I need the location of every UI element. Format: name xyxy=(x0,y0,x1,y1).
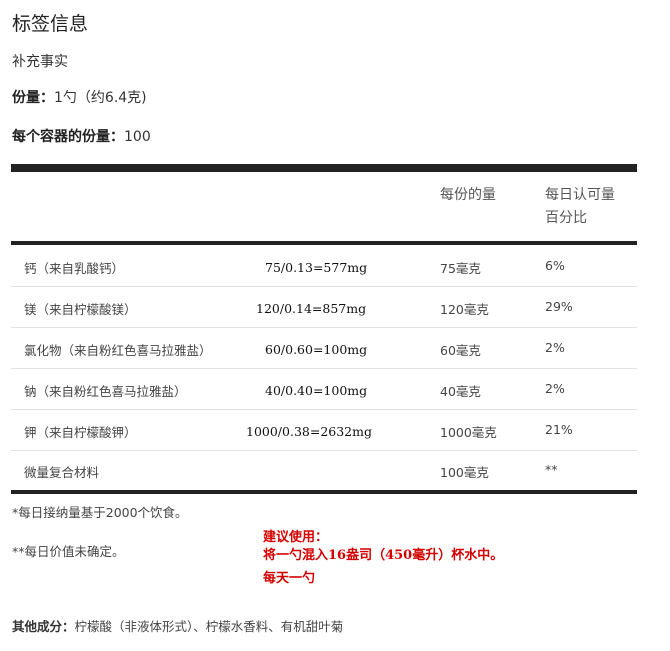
nutrient-amount: 60毫克 xyxy=(440,343,481,358)
servings-per-container: 每个容器的份量：100 xyxy=(12,126,151,146)
suggested-use-heading: 建议使用： xyxy=(263,530,329,545)
nutrient-calc-note: 75/0.13=577mg xyxy=(265,260,368,275)
other-ingredients: 其他成分：柠檬酸（非液体形式）、柠檬水香料、有机甜叶菊 xyxy=(12,616,343,635)
nutrient-daily-value: 29% xyxy=(545,299,573,314)
nutrient-amount: 120毫克 xyxy=(440,302,489,317)
top-thick-rule xyxy=(11,164,637,172)
nutrient-calc-note: 60/0.60=100mg xyxy=(265,342,368,357)
nutrient-daily-value: 2% xyxy=(545,340,565,355)
page-title: 标签信息 xyxy=(12,13,89,35)
row-divider xyxy=(11,286,637,287)
nutrient-daily-value: 21% xyxy=(545,422,573,437)
nutrient-name: 镁（来自柠檬酸镁） xyxy=(24,302,137,317)
column-header-amount: 每份的量 xyxy=(440,187,496,203)
nutrient-calc-note: 40/0.40=100mg xyxy=(265,383,368,398)
suggested-use-frequency: 每天一勺 xyxy=(263,571,316,586)
serving-size: 份量：1勺（约6.4克) xyxy=(12,87,147,107)
servings-per-container-value: 100 xyxy=(124,129,151,145)
row-divider xyxy=(11,450,637,451)
row-divider xyxy=(11,409,637,410)
nutrient-daily-value: ** xyxy=(545,462,558,477)
nutrient-daily-value: 2% xyxy=(545,381,565,396)
footnote-value-not-established: **每日价值未确定。 xyxy=(12,544,125,559)
nutrient-daily-value: 6% xyxy=(545,258,565,273)
nutrient-name: 氯化物（来自粉红色喜马拉雅盐） xyxy=(24,343,212,358)
nutrient-name: 微量复合材料 xyxy=(24,465,100,480)
nutrient-name: 钙（来自乳酸钙） xyxy=(24,261,125,276)
nutrient-name: 钠（来自粉红色喜马拉雅盐） xyxy=(24,384,187,399)
header-rule xyxy=(11,241,637,245)
row-divider xyxy=(11,368,637,369)
serving-size-label: 份量： xyxy=(12,90,54,106)
nutrient-amount: 1000毫克 xyxy=(440,425,497,440)
column-header-daily-value-line2: 百分比 xyxy=(545,210,587,226)
nutrient-amount: 100毫克 xyxy=(440,465,489,480)
other-ingredients-label: 其他成分： xyxy=(12,619,75,634)
bottom-rule xyxy=(11,490,637,494)
row-divider xyxy=(11,327,637,328)
suggested-use-instruction: 将一勺混入16盎司（450毫升）杯水中。 xyxy=(263,548,504,563)
nutrient-amount: 40毫克 xyxy=(440,384,481,399)
nutrient-calc-note: 1000/0.38=2632mg xyxy=(246,424,372,439)
column-header-daily-value-line1: 每日认可量 xyxy=(545,187,615,203)
nutrient-name: 钾（来自柠檬酸钾） xyxy=(24,425,137,440)
nutrient-calc-note: 120/0.14=857mg xyxy=(256,301,367,316)
panel-subtitle: 补充事实 xyxy=(12,54,68,70)
servings-per-container-label: 每个容器的份量： xyxy=(12,129,124,145)
footnote-daily-intake: *每日接纳量基于2000个饮食。 xyxy=(12,505,188,520)
serving-size-value: 1勺（约6.4克) xyxy=(54,90,147,106)
other-ingredients-value: 柠檬酸（非液体形式）、柠檬水香料、有机甜叶菊 xyxy=(74,619,344,634)
nutrient-amount: 75毫克 xyxy=(440,261,481,276)
